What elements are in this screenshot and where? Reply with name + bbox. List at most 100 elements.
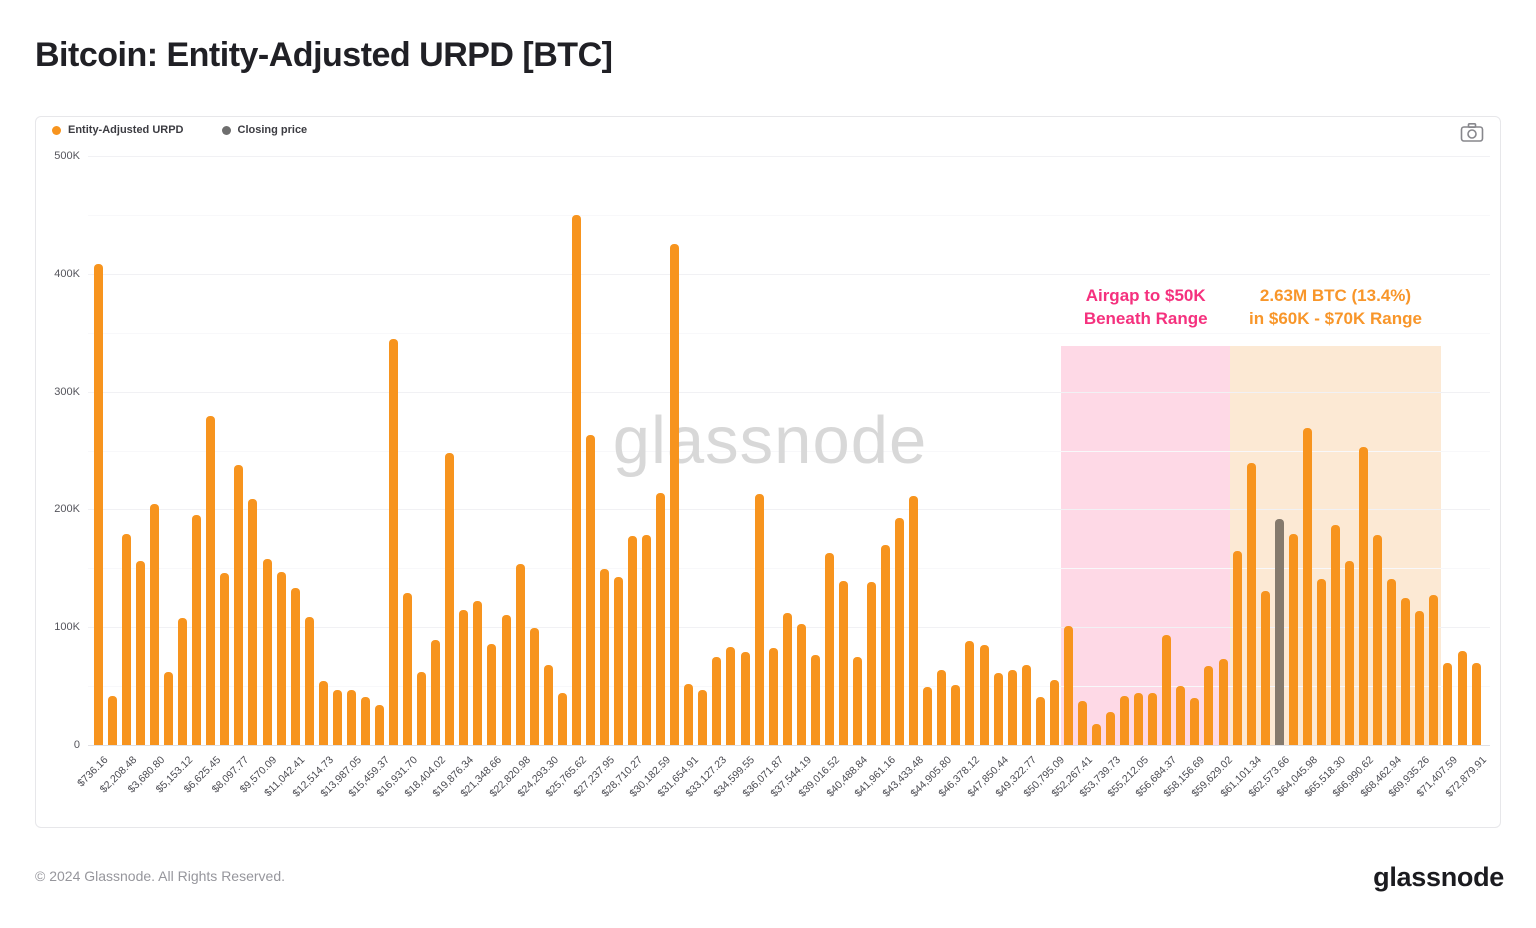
urpd-bar[interactable]: [164, 671, 174, 745]
urpd-bar[interactable]: [951, 684, 961, 745]
urpd-bar[interactable]: [628, 536, 638, 745]
urpd-bar[interactable]: [726, 647, 736, 745]
urpd-bar[interactable]: [501, 615, 511, 745]
urpd-bar[interactable]: [1387, 578, 1397, 745]
urpd-bar[interactable]: [810, 655, 820, 745]
urpd-bar[interactable]: [276, 571, 286, 745]
urpd-bar[interactable]: [1232, 550, 1242, 745]
urpd-bar[interactable]: [881, 544, 891, 745]
urpd-bar[interactable]: [571, 214, 581, 745]
urpd-bar[interactable]: [1091, 723, 1101, 745]
urpd-bar[interactable]: [993, 673, 1003, 745]
urpd-bar[interactable]: [1077, 701, 1087, 745]
urpd-bar[interactable]: [782, 613, 792, 745]
urpd-bar[interactable]: [895, 517, 905, 745]
urpd-bar[interactable]: [1246, 463, 1256, 745]
urpd-bar[interactable]: [1049, 680, 1059, 745]
urpd-bar[interactable]: [1162, 635, 1172, 745]
urpd-bar[interactable]: [824, 552, 834, 745]
legend-item-urpd[interactable]: Entity-Adjusted URPD: [52, 124, 184, 136]
urpd-bar[interactable]: [234, 464, 244, 745]
urpd-bar[interactable]: [852, 656, 862, 745]
urpd-bar[interactable]: [1190, 697, 1200, 745]
urpd-bar[interactable]: [262, 558, 272, 745]
urpd-bar[interactable]: [360, 696, 370, 745]
urpd-bar[interactable]: [1443, 662, 1453, 745]
urpd-bar[interactable]: [923, 687, 933, 745]
urpd-bar[interactable]: [1471, 662, 1481, 745]
urpd-bar[interactable]: [332, 689, 342, 745]
urpd-bar[interactable]: [1120, 695, 1130, 745]
urpd-bar[interactable]: [796, 623, 806, 745]
urpd-bar[interactable]: [1373, 535, 1383, 745]
urpd-bar[interactable]: [374, 704, 384, 745]
urpd-bar[interactable]: [529, 628, 539, 745]
urpd-bar[interactable]: [417, 671, 427, 745]
urpd-bar[interactable]: [431, 640, 441, 745]
urpd-bar[interactable]: [445, 452, 455, 745]
urpd-bar[interactable]: [965, 641, 975, 745]
legend-item-closing-price[interactable]: Closing price: [221, 124, 307, 136]
urpd-bar[interactable]: [543, 664, 553, 745]
urpd-bar[interactable]: [135, 561, 145, 745]
urpd-bar[interactable]: [599, 569, 609, 745]
urpd-bar[interactable]: [403, 593, 413, 745]
urpd-bar[interactable]: [909, 496, 919, 745]
urpd-bar[interactable]: [670, 244, 680, 745]
urpd-bar[interactable]: [93, 264, 103, 745]
urpd-bar[interactable]: [192, 515, 202, 745]
urpd-bar[interactable]: [937, 669, 947, 745]
urpd-bar[interactable]: [979, 644, 989, 745]
urpd-bar[interactable]: [656, 492, 666, 745]
urpd-bar[interactable]: [121, 534, 131, 745]
urpd-bar[interactable]: [768, 648, 778, 745]
urpd-bar[interactable]: [515, 563, 525, 745]
urpd-bar[interactable]: [1316, 578, 1326, 745]
urpd-bar[interactable]: [206, 416, 216, 745]
urpd-bar[interactable]: [1063, 626, 1073, 745]
urpd-bar[interactable]: [712, 656, 722, 745]
urpd-bar[interactable]: [107, 695, 117, 745]
urpd-bar[interactable]: [1401, 597, 1411, 745]
urpd-bar[interactable]: [346, 689, 356, 745]
closing-price-bar[interactable]: [1274, 518, 1284, 745]
urpd-bar[interactable]: [1106, 712, 1116, 745]
urpd-bar[interactable]: [487, 643, 497, 745]
urpd-bar[interactable]: [459, 609, 469, 745]
urpd-bar[interactable]: [178, 617, 188, 745]
urpd-bar[interactable]: [1457, 650, 1467, 745]
urpd-bar[interactable]: [642, 535, 652, 745]
urpd-bar[interactable]: [1359, 446, 1369, 745]
urpd-bar[interactable]: [740, 651, 750, 745]
urpd-bar[interactable]: [1260, 590, 1270, 745]
camera-button[interactable]: [1458, 122, 1486, 146]
urpd-bar[interactable]: [1021, 664, 1031, 745]
urpd-bar[interactable]: [1035, 696, 1045, 745]
urpd-bar[interactable]: [1415, 610, 1425, 745]
urpd-bar[interactable]: [684, 683, 694, 745]
urpd-bar[interactable]: [389, 338, 399, 745]
urpd-bar[interactable]: [150, 503, 160, 745]
urpd-bar[interactable]: [613, 576, 623, 745]
urpd-bar[interactable]: [557, 693, 567, 745]
urpd-bar[interactable]: [754, 494, 764, 745]
urpd-bar[interactable]: [1330, 524, 1340, 745]
urpd-bar[interactable]: [473, 601, 483, 745]
urpd-bar[interactable]: [318, 681, 328, 745]
urpd-bar[interactable]: [1302, 428, 1312, 745]
urpd-bar[interactable]: [290, 588, 300, 745]
urpd-bar[interactable]: [838, 581, 848, 745]
urpd-bar[interactable]: [248, 498, 258, 745]
urpd-bar[interactable]: [1134, 693, 1144, 745]
urpd-bar[interactable]: [1204, 666, 1214, 745]
urpd-bar[interactable]: [1218, 659, 1228, 745]
urpd-bar[interactable]: [304, 616, 314, 745]
urpd-bar[interactable]: [1429, 595, 1439, 745]
urpd-bar[interactable]: [1148, 693, 1158, 745]
urpd-bar[interactable]: [698, 689, 708, 745]
urpd-bar[interactable]: [1288, 534, 1298, 745]
urpd-bar[interactable]: [1345, 561, 1355, 745]
urpd-bar[interactable]: [867, 582, 877, 745]
urpd-bar[interactable]: [585, 435, 595, 745]
urpd-bar[interactable]: [220, 573, 230, 745]
